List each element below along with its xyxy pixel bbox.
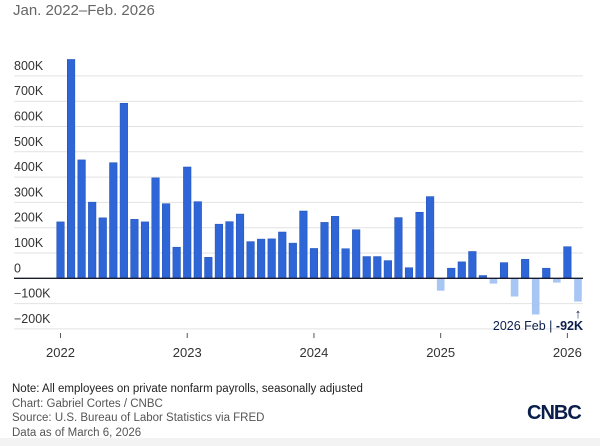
bar-2022-08 — [130, 219, 139, 279]
bar-2025-07 — [499, 262, 509, 279]
bar-2025-10 — [531, 278, 540, 315]
annotation-date: 2026 Feb | — [493, 319, 556, 333]
bar-2024-10 — [404, 267, 414, 279]
bar-2023-03 — [204, 257, 213, 279]
bar-2024-07 — [373, 256, 382, 279]
bar-2023-11 — [288, 242, 297, 279]
bar-2025-04 — [468, 251, 477, 279]
annotation-label: 2026 Feb | -92K — [493, 319, 583, 333]
bar-2022-02 — [67, 59, 76, 279]
bar-2024-01 — [309, 248, 318, 279]
bar-chart: 800K 700K 600K 500K 400K 300K 200K 100K 0 −100K −2… — [14, 59, 583, 360]
bar-2025-11 — [542, 267, 551, 279]
y-tick-label: 100K — [14, 236, 44, 250]
footer: Note: All employees on private nonfarm p… — [12, 382, 363, 440]
bar-2022-05 — [98, 217, 107, 279]
bottom-strip — [0, 438, 600, 446]
footer-date: Data as of March 6, 2026 — [12, 426, 142, 439]
bar-2024-09 — [394, 217, 403, 279]
bar-2025-02 — [447, 267, 456, 279]
bar-2023-04 — [214, 223, 223, 279]
bar-2024-02 — [320, 222, 329, 279]
y-tick-label: 700K — [14, 84, 44, 98]
bar-2023-02 — [193, 201, 202, 279]
annotation-arrow-icon: ↑ — [575, 306, 582, 321]
bar-2023-01 — [183, 166, 192, 279]
x-tick-label: 2023 — [173, 345, 202, 360]
x-tick-label: 2025 — [426, 345, 455, 360]
bar-2022-03 — [77, 159, 86, 279]
cnbc-logo: CNBC — [527, 402, 582, 424]
bar-2023-10 — [278, 231, 287, 279]
bar-2023-05 — [225, 221, 234, 279]
bar-2025-06 — [489, 278, 498, 284]
bar-2022-01 — [56, 221, 65, 279]
x-tick-label: 2022 — [46, 345, 75, 360]
bar-2024-05 — [352, 229, 361, 279]
chart-subtitle: Jan. 2022–Feb. 2026 — [13, 2, 155, 19]
bar-2025-08 — [510, 278, 519, 297]
footer-credit: Chart: Gabriel Cortes / CNBC — [12, 397, 163, 410]
bar-2025-03 — [457, 261, 466, 279]
bar-2023-12 — [299, 210, 308, 279]
bar-2022-11 — [162, 203, 171, 279]
y-tick-label: −200K — [14, 312, 51, 326]
bar-2024-04 — [341, 248, 350, 279]
footer-source: Source: U.S. Bureau of Labor Statistics … — [12, 412, 265, 424]
footer-note: Note: All employees on private nonfarm p… — [12, 383, 363, 395]
x-tick-label: 2024 — [299, 345, 328, 360]
bar-2024-08 — [383, 260, 392, 279]
y-tick-label: 200K — [14, 211, 44, 225]
bar-2023-06 — [235, 213, 245, 279]
bar-2022-10 — [151, 177, 160, 279]
annotation-value: -92K — [556, 319, 583, 333]
bar-2023-08 — [257, 238, 266, 279]
bar-2026-01 — [563, 246, 572, 279]
bar-2025-12 — [553, 278, 561, 283]
y-tick-label: 600K — [14, 110, 44, 124]
bar-2024-03 — [331, 216, 340, 279]
bar-2022-07 — [119, 102, 128, 279]
x-tick-label: 2026 — [553, 345, 582, 360]
bar-2022-09 — [140, 221, 150, 279]
bar-2023-07 — [246, 241, 255, 279]
y-tick-label: 300K — [14, 185, 44, 199]
y-tick-label: 0 — [14, 261, 21, 275]
bar-2022-04 — [88, 201, 97, 279]
y-tick-label: 800K — [14, 59, 44, 73]
bar-2025-01 — [436, 278, 445, 291]
bar-2022-12 — [172, 246, 181, 279]
y-tick-label: 400K — [14, 160, 44, 174]
bar-2025-09 — [521, 259, 530, 279]
bar-2024-06 — [362, 256, 371, 279]
bar-2026-02 — [574, 278, 582, 302]
y-tick-label: −100K — [14, 287, 51, 301]
y-tick-label: 500K — [14, 135, 44, 149]
bar-2022-06 — [109, 162, 118, 279]
bar-2023-09 — [267, 238, 276, 279]
bar-2024-12 — [426, 196, 435, 279]
bar-2024-11 — [415, 212, 424, 279]
